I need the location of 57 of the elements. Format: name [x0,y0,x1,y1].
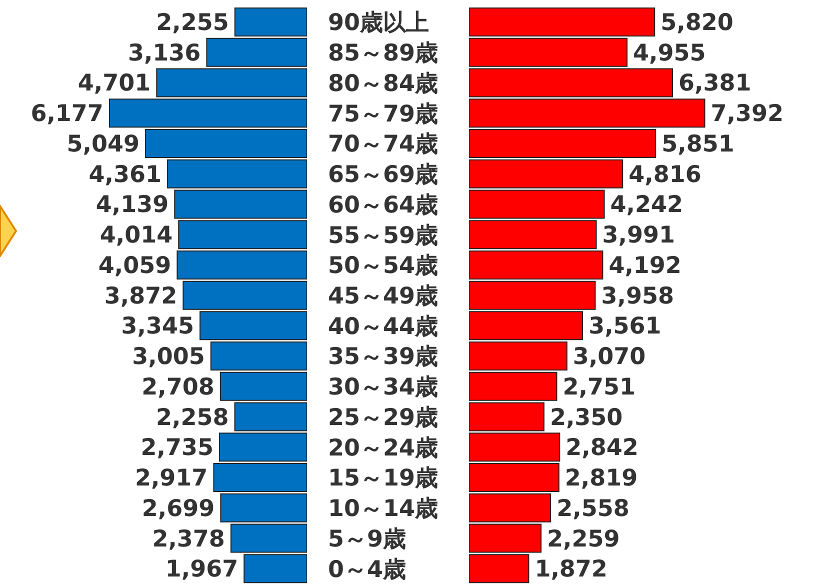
data-label: 2,751 [562,374,636,400]
data-label: 2,819 [564,466,638,492]
y-tick-label: 20～24歳 [328,435,438,462]
data-label: 3,005 [132,344,205,370]
data-label: 3,070 [572,344,646,370]
data-label: 2,558 [556,496,630,522]
y-tick-label: 25～29歳 [328,404,438,431]
y-tick-label: 75～79歳 [328,101,438,128]
y-tick-label: 80～84歳 [328,70,438,97]
y-tick-label: 65～69歳 [328,162,438,188]
data-label: 2,258 [156,404,229,431]
data-label: 2,842 [566,435,638,462]
data-label: 2,378 [152,526,225,552]
data-label: 7,392 [710,101,784,128]
data-label: 5,820 [660,10,734,36]
y-tick-label: 55～59歳 [328,222,438,249]
data-label: 3,345 [121,314,194,340]
data-label: 3,136 [128,40,201,66]
y-tick-label: 45～49歳 [328,284,438,310]
data-label: 4,701 [78,70,151,97]
y-tick-label: 60～64歳 [328,192,438,218]
data-label: 3,958 [601,283,674,310]
data-label: 2,699 [142,496,215,522]
data-label: 4,139 [96,192,169,218]
data-label: 1,967 [165,556,238,583]
data-label: 2,917 [134,466,208,492]
y-tick-label: 35～39歳 [328,344,438,370]
data-label: 5,851 [662,131,734,158]
data-label: 2,735 [140,435,214,462]
data-label: 6,177 [30,101,104,128]
y-tick-label: 15～19歳 [328,466,438,492]
data-label: 3,991 [602,222,676,249]
data-label: 4,242 [610,192,684,218]
y-tick-label: 0～4歳 [328,556,406,583]
y-tick-label: 30～34歳 [328,374,438,401]
y-tick-label: 10～14歳 [328,496,438,522]
data-label: 5,049 [66,131,140,158]
data-label: 2,255 [156,10,229,36]
data-label: 2,708 [142,374,214,400]
y-tick-label: 70～74歳 [328,132,438,158]
data-label: 3,872 [104,283,178,310]
y-tick-label: 5～9歳 [328,526,406,552]
data-label: 3,561 [588,314,662,340]
data-label: 6,381 [678,70,752,97]
y-tick-label: 85～89歳 [328,40,438,67]
data-label: 4,955 [633,40,706,66]
data-label: 4,192 [608,252,682,279]
y-tick-label: 40～44歳 [328,314,438,340]
data-label: 1,872 [534,556,608,583]
data-label: 4,361 [88,162,162,188]
data-label: 2,259 [547,526,620,552]
y-tick-label: 50～54歳 [328,253,438,280]
data-label: 2,350 [550,404,623,431]
data-label: 4,059 [98,252,172,279]
data-label: 4,816 [628,162,702,188]
y-tick-label: 90歳以上 [328,10,430,36]
data-label: 4,014 [100,222,173,249]
